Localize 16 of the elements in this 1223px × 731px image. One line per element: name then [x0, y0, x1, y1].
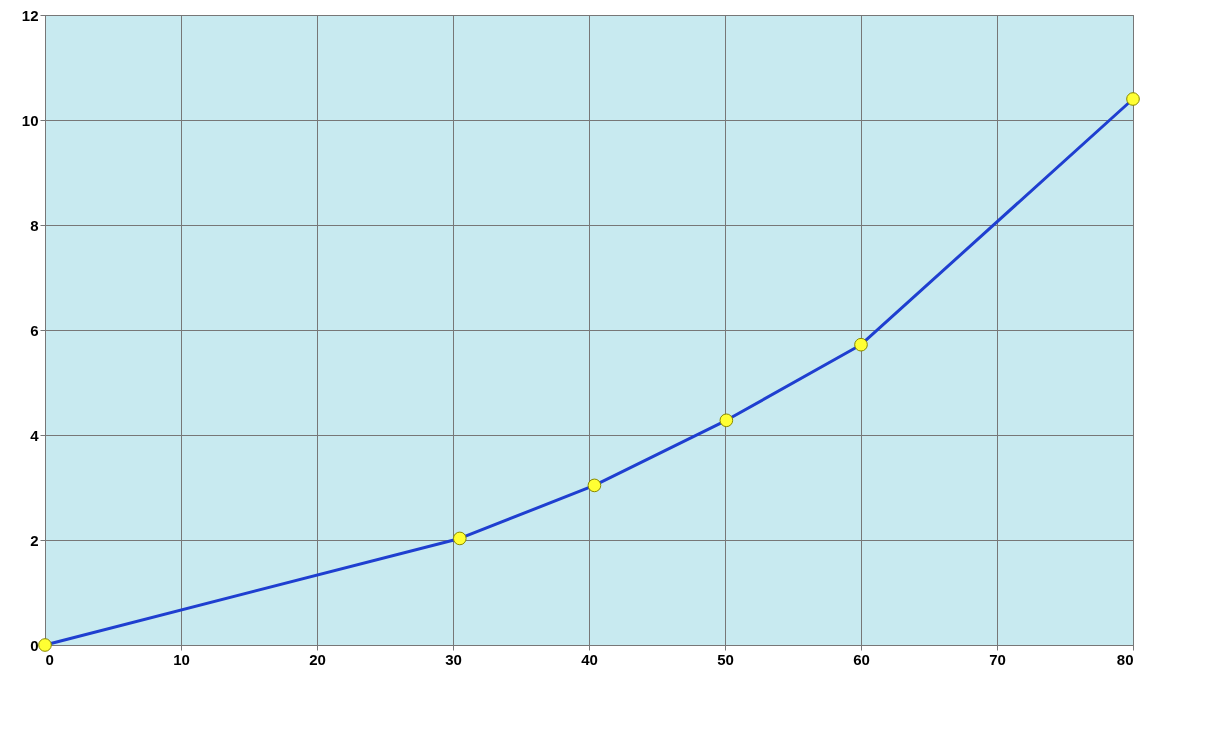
x-tick-label: 60	[853, 650, 870, 668]
y-tick-label: 12	[21, 6, 39, 24]
x-tick-label: 10	[173, 650, 190, 668]
y-tick-label: 4	[30, 426, 40, 444]
y-tick-label: 0	[30, 636, 39, 654]
x-tick-label: 80	[1116, 650, 1134, 668]
x-tick-label: 0	[45, 650, 54, 668]
x-tick-label: 50	[717, 650, 734, 668]
x-tick-label: 70	[989, 650, 1006, 668]
x-tick-label: 30	[445, 650, 462, 668]
y-tick-label: 6	[30, 321, 39, 339]
y-tick-label: 10	[21, 111, 39, 129]
x-tick-label: 20	[309, 650, 326, 668]
y-tick-label: 2	[30, 531, 39, 549]
x-tick-label: 40	[581, 650, 598, 668]
y-tick-label: 8	[30, 216, 39, 234]
